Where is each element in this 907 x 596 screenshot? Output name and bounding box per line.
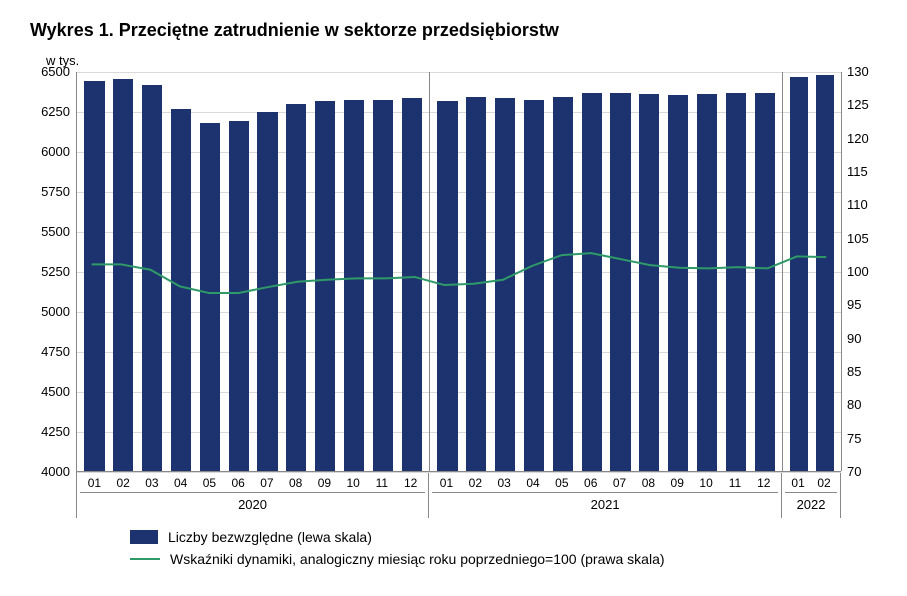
- x-month-label: 09: [663, 472, 692, 492]
- bar: [495, 98, 515, 471]
- bar: [582, 93, 602, 471]
- y-axis-right: 130125120115110105100959085807570: [841, 72, 877, 472]
- x-month-label: 07: [605, 472, 634, 492]
- bar: [402, 98, 422, 471]
- x-month-label: 03: [490, 472, 519, 492]
- legend-item-line: Wskaźniki dynamiki, analogiczny miesiąc …: [130, 548, 877, 570]
- bar: [790, 77, 808, 471]
- bar: [524, 100, 544, 471]
- bar: [639, 94, 659, 471]
- x-month-label: 05: [547, 472, 576, 492]
- bar: [257, 112, 277, 471]
- bar: [553, 97, 573, 471]
- bar: [344, 100, 364, 471]
- bar: [84, 81, 104, 471]
- x-month-label: 08: [281, 472, 310, 492]
- bar: [697, 94, 717, 471]
- bar: [466, 97, 486, 471]
- x-month-label: 11: [368, 472, 397, 492]
- line-swatch-icon: [130, 558, 160, 560]
- legend-line-label: Wskaźniki dynamiki, analogiczny miesiąc …: [170, 551, 665, 567]
- x-month-label: 12: [749, 472, 778, 492]
- bar: [171, 109, 191, 471]
- x-month-label: 01: [80, 472, 109, 492]
- chart-area: 6500625060005750550052505000475045004250…: [30, 72, 877, 472]
- bar: [816, 75, 834, 471]
- bar: [200, 123, 220, 471]
- x-month-label: 10: [339, 472, 368, 492]
- bar: [755, 93, 775, 471]
- bar: [668, 95, 688, 471]
- legend-bar-label: Liczby bezwzględne (lewa skala): [168, 529, 372, 545]
- x-month-label: 02: [811, 472, 837, 492]
- x-month-label: 01: [785, 472, 811, 492]
- bar: [113, 79, 133, 471]
- x-month-label: 06: [576, 472, 605, 492]
- bar: [229, 121, 249, 471]
- chart-title: Wykres 1. Przeciętne zatrudnienie w sekt…: [30, 20, 877, 41]
- bar: [373, 100, 393, 471]
- x-month-label: 12: [396, 472, 425, 492]
- x-year-label: 2022: [785, 492, 837, 518]
- x-month-label: 04: [519, 472, 548, 492]
- x-month-label: 02: [461, 472, 490, 492]
- x-month-label: 04: [166, 472, 195, 492]
- x-month-label: 01: [432, 472, 461, 492]
- x-month-label: 07: [253, 472, 282, 492]
- y-axis-left: 6500625060005750550052505000475045004250…: [30, 72, 76, 472]
- legend: Liczby bezwzględne (lewa skala) Wskaźnik…: [130, 526, 877, 570]
- year-group: [77, 72, 430, 471]
- x-axis-labels: 0102030405060708091011122020010203040506…: [76, 472, 841, 518]
- bar: [726, 93, 746, 471]
- bar: [286, 104, 306, 471]
- x-year-label: 2021: [432, 492, 778, 518]
- x-year-label: 2020: [80, 492, 425, 518]
- x-month-label: 06: [224, 472, 253, 492]
- x-month-label: 03: [138, 472, 167, 492]
- bars-layer: [77, 72, 841, 471]
- bar: [437, 101, 457, 471]
- x-month-label: 02: [109, 472, 138, 492]
- plot-area: [76, 72, 841, 472]
- year-group: [430, 72, 783, 471]
- year-group: [783, 72, 842, 471]
- y-left-unit: w tys.: [30, 53, 877, 68]
- bar-swatch-icon: [130, 530, 158, 544]
- x-month-label: 11: [721, 472, 750, 492]
- x-month-label: 05: [195, 472, 224, 492]
- x-month-label: 09: [310, 472, 339, 492]
- x-month-label: 10: [692, 472, 721, 492]
- bar: [142, 85, 162, 471]
- bar: [610, 93, 630, 471]
- x-month-label: 08: [634, 472, 663, 492]
- bar: [315, 101, 335, 471]
- legend-item-bar: Liczby bezwzględne (lewa skala): [130, 526, 877, 548]
